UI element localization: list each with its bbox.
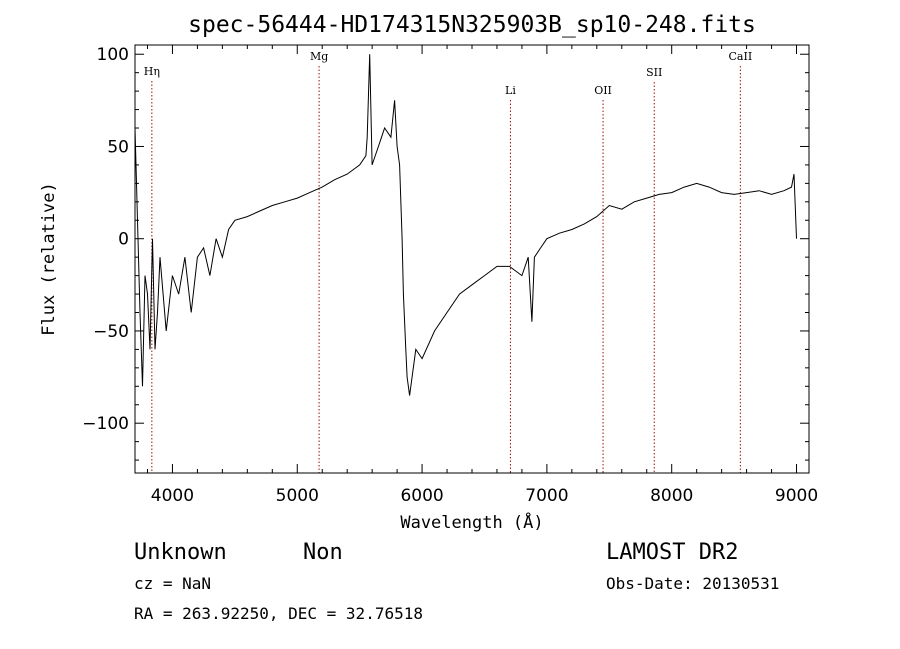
spectral-line-label: Hη	[144, 65, 160, 78]
x-tick-label: 7000	[525, 486, 568, 506]
y-tick-label: −100	[82, 414, 129, 434]
spectral-line-label: SII	[646, 66, 662, 79]
y-tick-label: −50	[93, 322, 129, 342]
spectrum-series	[135, 54, 797, 396]
axis-ticks: 4000 5000 6000 7000 8000 9000 −100 −50 0 50 100	[82, 45, 818, 506]
chart-title: spec-56444-HD174315N325903B_sp10-248.fit…	[188, 12, 756, 38]
observation-date: Obs-Date: 20130531	[606, 574, 779, 593]
coordinates: RA = 263.92250, DEC = 32.76518	[134, 604, 423, 623]
y-tick-label: 50	[107, 137, 129, 157]
object-class: Unknown	[134, 540, 227, 565]
y-tick-label: 100	[97, 45, 129, 65]
spectral-line-label: Mg	[310, 50, 328, 63]
x-tick-label: 8000	[650, 486, 693, 506]
x-axis-label: Wavelength (Å)	[400, 511, 543, 533]
x-tick-label: 9000	[775, 486, 818, 506]
plot-frame	[134, 44, 810, 474]
x-tick-label: 5000	[276, 486, 319, 506]
y-axis-label: Flux (relative)	[39, 182, 59, 336]
spectral-line-label: Li	[505, 84, 516, 97]
spectral-line-markers: Hη Mg Li OII SII CaII	[144, 50, 752, 473]
survey-name: LAMOST DR2	[606, 540, 738, 565]
spectral-line-label: OII	[594, 84, 612, 97]
spectrum-line	[135, 54, 797, 396]
x-tick-label: 4000	[151, 486, 194, 506]
redshift-value: cz = NaN	[134, 574, 211, 593]
object-subclass: Non	[303, 540, 343, 565]
x-tick-label: 6000	[400, 486, 443, 506]
y-tick-label: 0	[118, 230, 129, 250]
spectral-line-label: CaII	[729, 50, 753, 63]
